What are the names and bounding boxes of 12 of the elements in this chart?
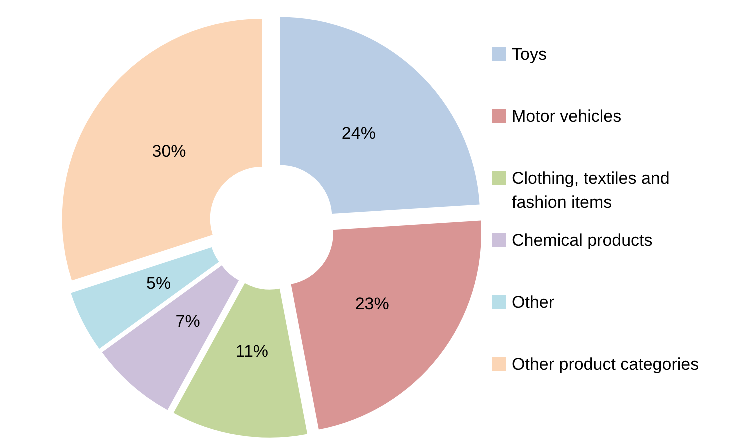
data-label: 23% — [355, 294, 390, 314]
legend-label: Clothing, textiles and fashion items — [512, 168, 670, 212]
legend-label: Other — [512, 292, 555, 312]
legend-label: Chemical products — [512, 230, 653, 250]
legend-label: Motor vehicles — [512, 106, 622, 126]
data-label: 30% — [152, 142, 186, 161]
data-label: 24% — [342, 124, 376, 143]
legend-label: Toys — [512, 44, 547, 64]
data-label: 7% — [176, 312, 200, 331]
legend-label: Other product categories — [512, 354, 700, 374]
data-label: 5% — [146, 274, 172, 294]
data-label: 11% — [236, 342, 269, 361]
